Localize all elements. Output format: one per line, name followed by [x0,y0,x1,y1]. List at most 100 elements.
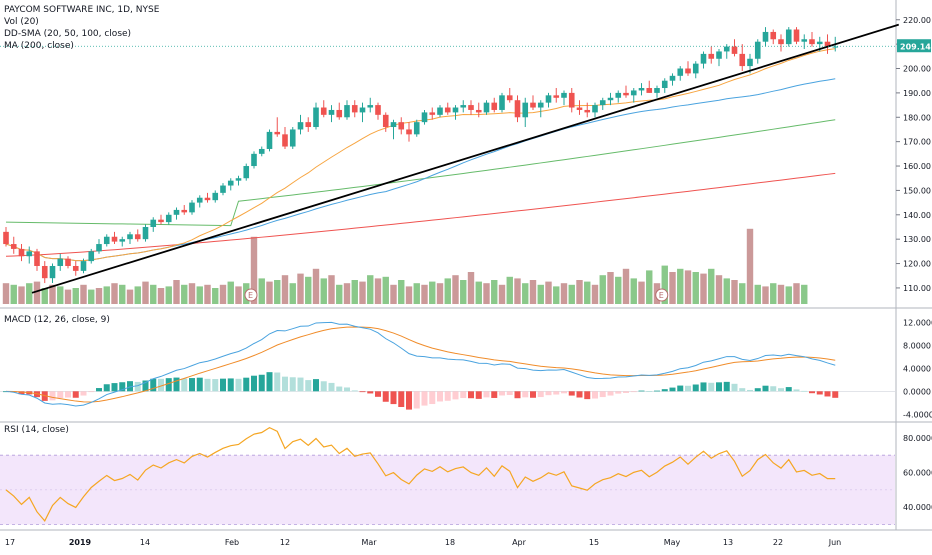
macd-tick-label: 8.0000 [903,341,931,350]
candle-body [103,236,110,245]
macd-histogram-bar [499,391,505,396]
macd-histogram-bar [561,391,567,394]
candle-body [158,219,164,223]
macd-histogram-bar [150,378,157,392]
candle-body [468,105,474,110]
candle-body [576,107,583,110]
candle-body [220,185,226,193]
volume-bar [723,278,730,304]
macd-histogram-bar [654,390,660,392]
macd-histogram-bar [119,382,126,392]
macd-histogram-bar [336,386,343,392]
candle-body [413,122,420,135]
candle-body [669,75,676,81]
candle-body [72,265,79,271]
volume-bar [483,283,490,304]
candle-body [165,214,172,223]
candle-body [530,102,536,108]
macd-histogram-bar [57,391,64,398]
volume-bar [33,281,41,304]
macd-histogram-bar [80,391,87,396]
candle-body [212,192,219,201]
earnings-marker-label: E [659,291,664,300]
candle-body [297,122,304,130]
candle-body [809,39,815,45]
chart-title: PAYCOM SOFTWARE INC, 1D, NYSE [4,5,160,15]
volume-bar [491,280,498,304]
macd-histogram-bar [359,391,366,393]
candle-body [289,129,296,147]
time-tick-label: Apr [512,538,527,547]
last-price-badge [897,39,931,53]
volume-bar [2,283,10,304]
macd-histogram-bar [785,387,792,392]
macd-histogram-bar [181,378,188,392]
candle-body [592,105,598,113]
volume-bar [444,278,451,304]
macd-histogram-bar [297,377,304,392]
candle-body [770,31,777,40]
time-axis[interactable]: 17 2019 14 Feb 12 Mar 18 Apr 15 May 13 22 Jun [5,538,841,547]
macd-histogram-bar [491,391,498,398]
moving-averages [5,48,836,262]
macd-histogram-bar [607,391,614,396]
volume-bar [584,281,591,304]
candle-body [553,95,560,98]
macd-histogram-bar [630,391,637,393]
macd-histogram-bar [623,391,629,393]
macd-histogram-bar [754,388,761,392]
volume-bar [18,286,25,304]
price-tick-label: 180.00 [903,113,931,122]
macd-histogram-bar [816,391,823,395]
price-axis[interactable]: 110.00 120.00 130.00 140.00 150.00 160.00 170.… [0,16,932,512]
volume-bar [134,286,141,304]
candle-body [452,107,459,113]
macd-histogram-bar [739,388,746,392]
volume-bar [142,281,149,304]
volume-bar [731,280,738,304]
candle-body [599,100,606,106]
macd-histogram-bar [220,378,226,392]
ma-legend: MA (200, close) [4,41,74,51]
volume-bar [777,284,785,304]
candle-body [739,53,746,67]
candle-body [351,105,358,113]
volume-bar [336,284,343,304]
candle-body [421,112,428,123]
volume-bar [281,275,289,304]
macd-histogram-bar [553,391,560,395]
earnings-marker [244,288,258,302]
volume-bar [181,284,188,304]
time-tick-label: 2019 [69,538,92,547]
macd-histogram-bar [189,378,195,392]
volume-bar [173,280,180,304]
trendline-layer[interactable] [31,23,900,294]
volume-bar [638,281,645,304]
candle-body [437,107,443,115]
macd-histogram-bar [103,384,110,392]
macd-histogram-bar [677,385,684,392]
volume-bar [460,280,467,304]
macd-histogram-bar [747,389,753,392]
candlesticks[interactable] [3,27,839,284]
candle-body [88,251,95,262]
candle-body [282,134,288,147]
macd-histogram-bar [49,391,56,401]
macd-histogram-bar [375,391,381,397]
volume-bar [762,286,769,304]
candle-body [65,258,71,266]
macd-histogram-bar [413,391,420,409]
candle-body [731,46,738,54]
candle-body [305,122,312,128]
volume-bar [390,284,397,304]
time-tick-label: 15 [589,538,599,547]
last-price-label: 209.14 [900,43,931,52]
volume-bar [429,281,436,304]
volume-bar [343,283,351,304]
macd-histogram-bar [134,381,141,392]
price-tick-label: 160.00 [903,162,931,171]
rsi-tick-label: 80.0000 [903,434,932,443]
volume-bar [297,273,304,304]
